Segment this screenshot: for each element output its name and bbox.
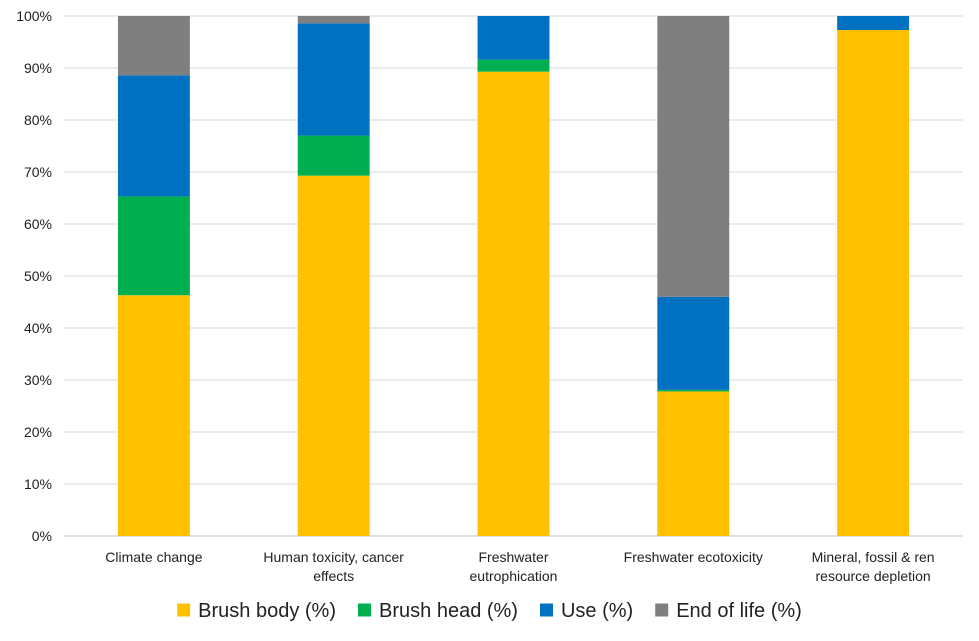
bar-segment xyxy=(117,196,190,296)
bar-segment xyxy=(657,296,730,390)
x-category-label: Mineral, fossil & ren resource depletion xyxy=(812,549,935,584)
bar-segment xyxy=(477,71,550,536)
legend-item: Brush head (%) xyxy=(358,600,518,622)
bar-segment xyxy=(297,135,370,176)
y-tick-label: 60% xyxy=(24,216,52,232)
bar-segment xyxy=(837,30,910,536)
bar-segment xyxy=(657,391,730,536)
legend-swatch xyxy=(655,603,669,617)
y-tick-label: 0% xyxy=(32,528,52,544)
legend-label: Brush head (%) xyxy=(379,600,518,622)
bar-segment xyxy=(117,295,190,536)
x-category-label-line: Human toxicity, cancer xyxy=(263,549,404,565)
y-axis: 0% 10% 20% 30% 40% 50% 60% 70% 80% 90% 100% xyxy=(16,8,52,544)
legend: Brush body (%) Brush head (%) Use (%) End o… xyxy=(177,600,802,622)
legend-item: Brush body (%) xyxy=(177,600,336,622)
bar-segment xyxy=(477,16,550,60)
y-tick-label: 80% xyxy=(24,112,52,128)
bar-segment xyxy=(117,16,190,76)
y-tick-label: 20% xyxy=(24,424,52,440)
y-tick-label: 10% xyxy=(24,476,52,492)
legend-swatch xyxy=(177,603,191,617)
y-tick-label: 90% xyxy=(24,60,52,76)
legend-label: Use (%) xyxy=(561,600,633,622)
legend-swatch xyxy=(539,603,553,617)
y-tick-label: 40% xyxy=(24,320,52,336)
x-axis: Climate change Human toxicity, cancer effe… xyxy=(105,549,934,584)
x-category-label-line: Freshwater ecotoxicity xyxy=(624,549,763,565)
x-category-label-line: Mineral, fossil & ren xyxy=(812,549,935,565)
y-tick-label: 100% xyxy=(16,8,52,24)
bars xyxy=(117,16,910,536)
y-tick-label: 50% xyxy=(24,268,52,284)
bar-segment xyxy=(297,23,370,136)
legend-label: Brush body (%) xyxy=(198,600,336,622)
legend-label: End of life (%) xyxy=(676,600,802,622)
x-category-label-line: Freshwater xyxy=(478,549,548,565)
bar-segment xyxy=(477,59,550,72)
y-tick-label: 70% xyxy=(24,164,52,180)
legend-item: Use (%) xyxy=(539,600,633,622)
legend-item: End of life (%) xyxy=(655,600,802,622)
bar-segment xyxy=(117,75,190,197)
bar-segment xyxy=(837,16,910,31)
x-category-label: Freshwater eutrophication xyxy=(470,549,558,584)
x-category-label: Climate change xyxy=(105,549,202,565)
bar-segment xyxy=(297,175,370,536)
bar-segment xyxy=(657,389,730,392)
x-category-label-line: resource depletion xyxy=(816,568,931,584)
x-category-label-line: eutrophication xyxy=(470,568,558,584)
x-category-label-line: effects xyxy=(313,568,354,584)
bar-segment xyxy=(297,16,370,24)
bar-segment xyxy=(657,16,730,297)
x-category-label: Freshwater ecotoxicity xyxy=(624,549,763,565)
legend-swatch xyxy=(358,603,372,617)
y-tick-label: 30% xyxy=(24,372,52,388)
x-category-label-line: Climate change xyxy=(105,549,202,565)
x-category-label: Human toxicity, cancer effects xyxy=(263,549,404,584)
